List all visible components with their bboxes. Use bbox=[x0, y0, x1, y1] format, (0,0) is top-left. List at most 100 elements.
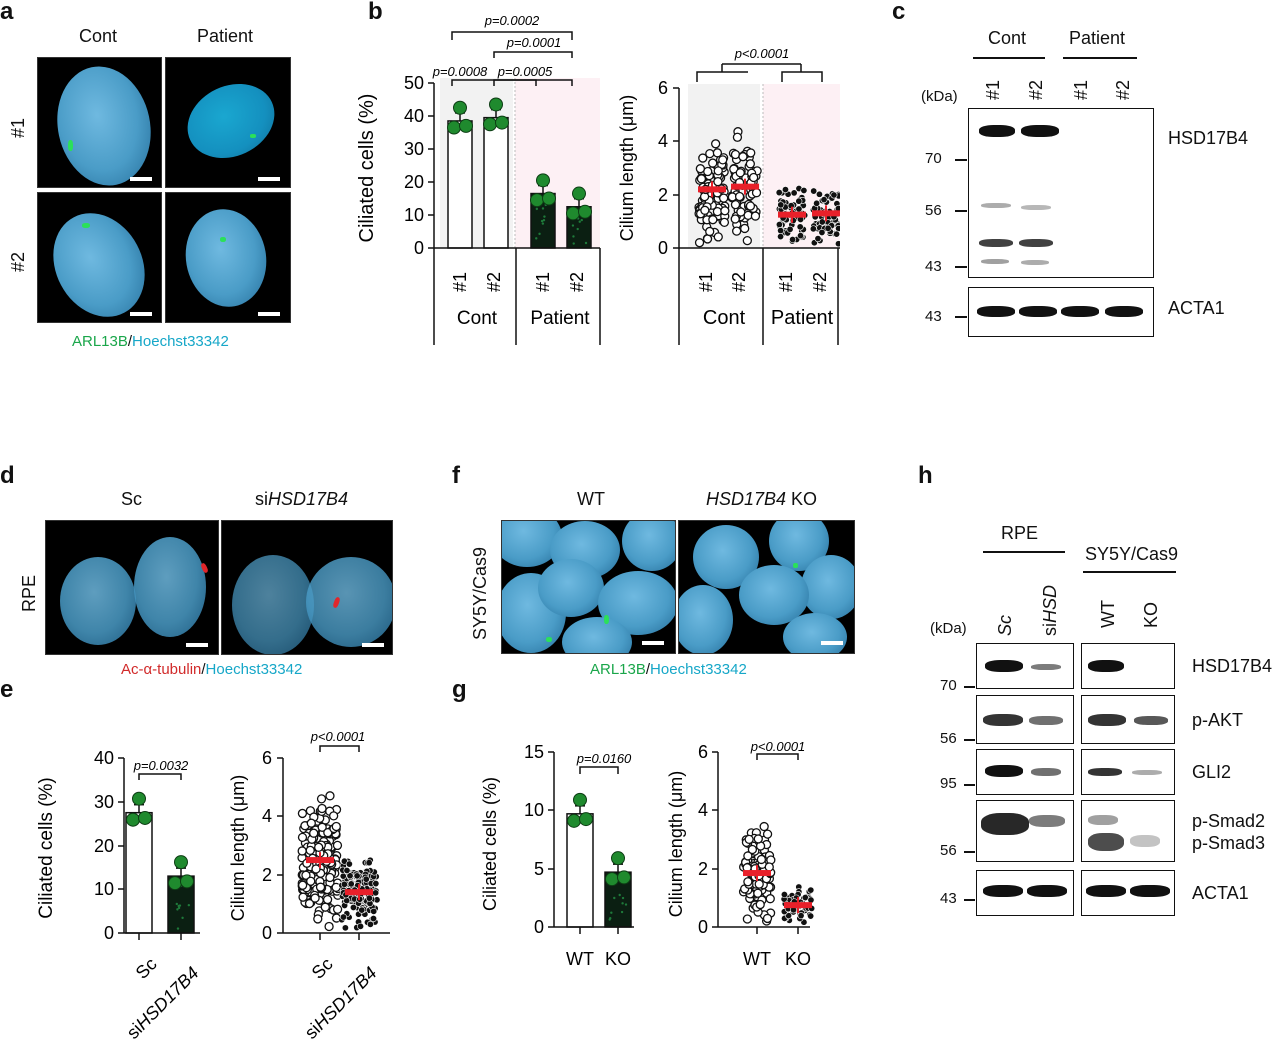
ylabel-b-left: Ciliated cells (%) bbox=[356, 94, 378, 243]
length-point bbox=[370, 907, 378, 915]
length-point bbox=[777, 201, 785, 209]
svg-text:2: 2 bbox=[262, 865, 272, 885]
length-point bbox=[735, 168, 745, 178]
svg-text:Sc: Sc bbox=[308, 954, 337, 983]
panel-e-label: e bbox=[0, 676, 14, 703]
blot-h-pakt-sy5y bbox=[1081, 695, 1175, 744]
length-point bbox=[343, 867, 351, 875]
svg-text:40: 40 bbox=[404, 106, 424, 126]
replicate-point bbox=[453, 100, 467, 115]
replicate-point bbox=[489, 97, 503, 112]
length-point bbox=[785, 912, 793, 920]
replicate-point bbox=[567, 813, 581, 828]
length-point bbox=[362, 875, 370, 883]
length-point bbox=[747, 844, 758, 855]
svg-text:Patient: Patient bbox=[771, 307, 834, 329]
blot-h-psmad-sy5y bbox=[1081, 800, 1175, 862]
replicate-point bbox=[174, 855, 188, 870]
length-point bbox=[297, 846, 307, 856]
length-point bbox=[309, 828, 319, 838]
bar-1 bbox=[483, 116, 509, 249]
length-point bbox=[820, 196, 828, 204]
bar-texture-dot bbox=[621, 902, 624, 905]
length-point bbox=[323, 828, 333, 838]
bar-texture-dot bbox=[542, 218, 546, 222]
length-point bbox=[694, 238, 705, 248]
length-point bbox=[314, 842, 324, 852]
svg-text:30: 30 bbox=[404, 139, 424, 159]
blot-label-acta1: ACTA1 bbox=[1168, 298, 1225, 318]
blot-h-hsd17b4-sy5y bbox=[1081, 643, 1175, 689]
replicate-point bbox=[530, 193, 544, 208]
length-point bbox=[329, 811, 339, 821]
svg-text:10: 10 bbox=[94, 879, 114, 899]
replicate-point bbox=[168, 876, 182, 891]
length-point bbox=[744, 834, 754, 845]
bar-texture-dot bbox=[538, 232, 541, 236]
length-point bbox=[759, 821, 769, 832]
svg-text:p=0.0008: p=0.0008 bbox=[432, 64, 488, 79]
length-point bbox=[310, 893, 320, 903]
length-point bbox=[780, 891, 788, 899]
length-point bbox=[730, 149, 741, 160]
length-point bbox=[340, 880, 348, 888]
length-point bbox=[331, 821, 341, 832]
svg-text:20: 20 bbox=[94, 836, 114, 856]
replicate-point bbox=[572, 186, 586, 201]
col-label-ko: HSD17B4 KO bbox=[706, 489, 818, 509]
bar-0 bbox=[447, 120, 473, 249]
panel-b-label: b bbox=[368, 0, 383, 25]
svg-text:siHSD17B4: siHSD17B4 bbox=[123, 963, 203, 1039]
length-point bbox=[311, 864, 321, 874]
length-point bbox=[349, 903, 357, 911]
length-point bbox=[320, 902, 330, 912]
svg-text:p=0.0005: p=0.0005 bbox=[497, 64, 553, 79]
bar-0 bbox=[125, 811, 153, 934]
stain-legend-a: ARL13B/Hoechst33342 bbox=[72, 333, 229, 350]
length-point bbox=[313, 914, 323, 924]
micrograph-d-sc bbox=[45, 520, 219, 655]
length-point bbox=[815, 190, 823, 198]
micrograph-a-patient-1 bbox=[165, 57, 291, 188]
svg-text:Sc: Sc bbox=[132, 954, 161, 983]
replicate-point bbox=[126, 812, 140, 827]
length-point bbox=[297, 880, 308, 890]
replicate-point bbox=[180, 874, 194, 889]
replicate-point bbox=[579, 812, 593, 827]
blot-h-hsd17b4-rpe bbox=[976, 643, 1074, 689]
length-point bbox=[814, 235, 822, 243]
length-point bbox=[297, 832, 308, 843]
panel-a-label: a bbox=[0, 0, 14, 25]
svg-text:p=0.0032: p=0.0032 bbox=[133, 758, 189, 773]
bar-texture-dot bbox=[580, 218, 583, 222]
svg-text:0: 0 bbox=[698, 917, 708, 937]
length-point bbox=[762, 913, 773, 924]
svg-text:2: 2 bbox=[698, 859, 708, 879]
length-point bbox=[736, 207, 746, 217]
replicate-point bbox=[617, 870, 631, 885]
svg-text:p<0.0001: p<0.0001 bbox=[310, 729, 366, 744]
replicate-point bbox=[611, 851, 625, 866]
length-point bbox=[332, 904, 343, 914]
length-point bbox=[720, 206, 730, 216]
length-point bbox=[710, 139, 721, 149]
length-point bbox=[708, 158, 718, 168]
col-label-cont: Cont bbox=[79, 26, 118, 46]
length-point bbox=[745, 201, 756, 211]
svg-text:Cont: Cont bbox=[703, 307, 746, 329]
length-point bbox=[341, 924, 349, 932]
length-point bbox=[750, 211, 761, 221]
length-point bbox=[789, 236, 797, 244]
svg-text:40: 40 bbox=[94, 748, 114, 768]
bar-texture-dot bbox=[177, 906, 181, 910]
length-point bbox=[742, 914, 753, 924]
length-point bbox=[712, 148, 723, 158]
svg-text:KO: KO bbox=[785, 949, 811, 969]
length-point bbox=[365, 894, 373, 902]
replicate-point bbox=[566, 206, 580, 221]
bar-texture-dot bbox=[176, 927, 180, 930]
length-point bbox=[807, 912, 815, 920]
length-point bbox=[322, 894, 333, 905]
length-point bbox=[298, 892, 308, 902]
svg-text:#1: #1 bbox=[776, 272, 796, 292]
